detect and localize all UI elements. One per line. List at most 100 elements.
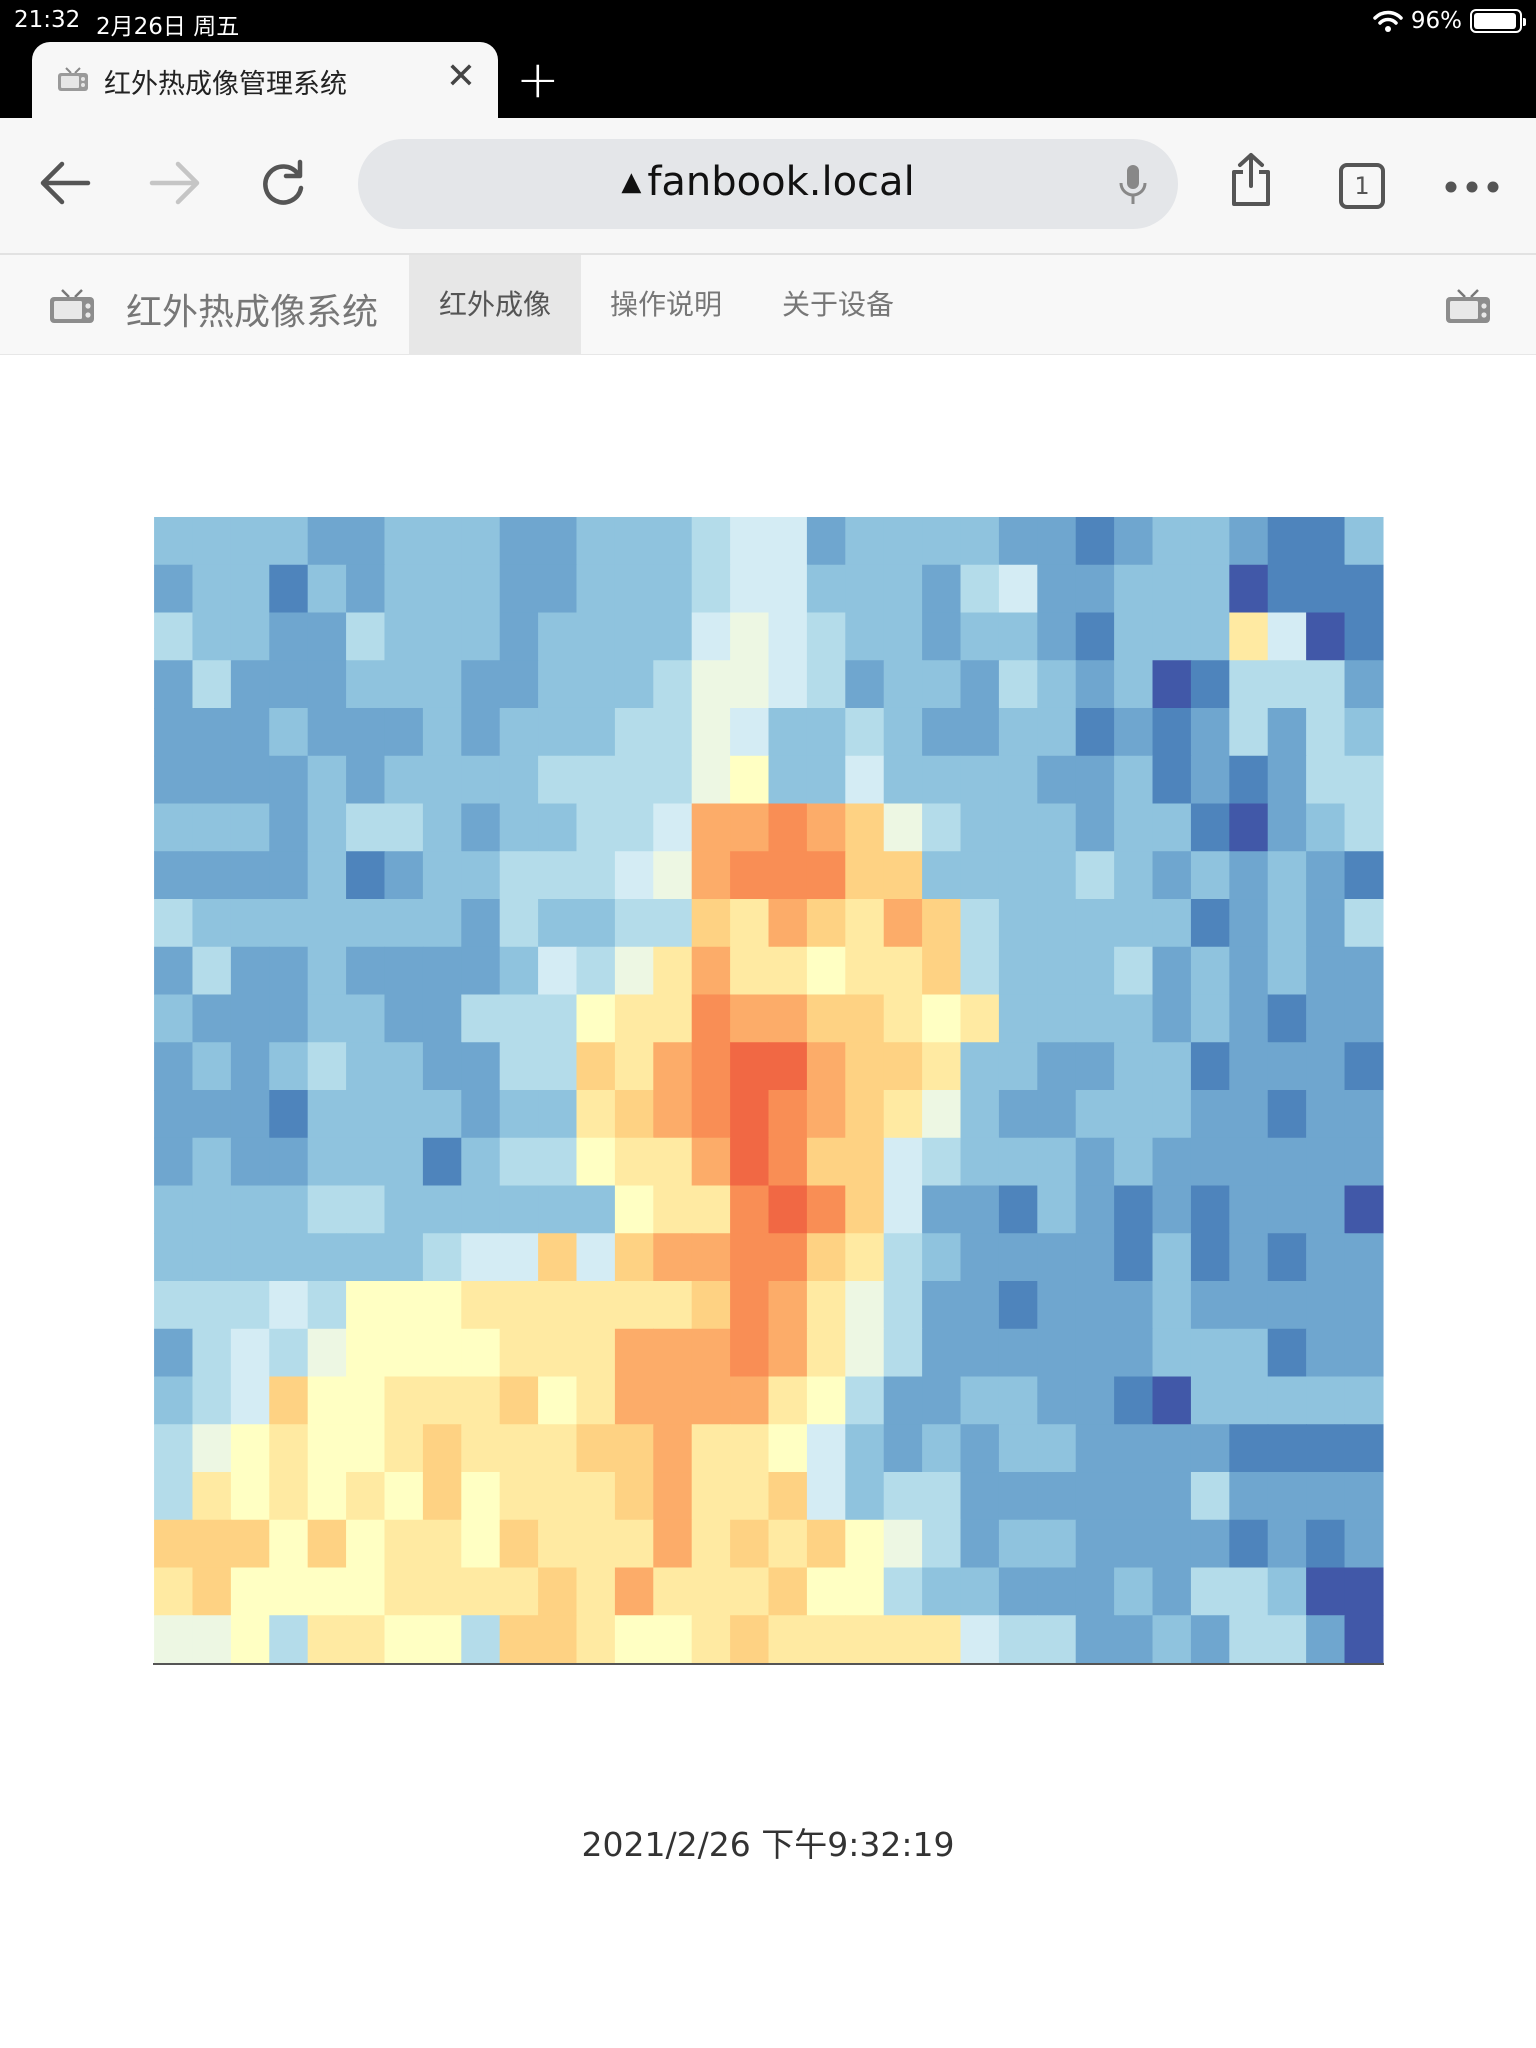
heatmap-cell <box>768 707 808 757</box>
heatmap-cell <box>614 1567 654 1616</box>
heatmap-cell <box>1037 1280 1077 1330</box>
tv-logo-icon[interactable] <box>48 288 96 326</box>
heatmap-cell <box>576 1185 616 1234</box>
back-icon[interactable] <box>38 158 92 208</box>
heatmap-cell <box>1190 755 1230 805</box>
heatmap-cell <box>1114 1567 1154 1616</box>
heatmap-cell <box>154 1615 194 1663</box>
heatmap-cell <box>845 994 885 1043</box>
heatmap-cell <box>269 899 309 948</box>
heatmap-cell <box>192 899 232 948</box>
heatmap-cell <box>307 899 347 948</box>
heatmap-cell <box>883 1376 923 1425</box>
nav-infrared-imaging[interactable]: 红外成像 <box>409 255 582 355</box>
heatmap-cell <box>307 1567 347 1616</box>
tab-switcher-button[interactable]: 1 <box>1339 163 1385 209</box>
heatmap-cell <box>1229 1376 1269 1425</box>
heatmap-cell <box>1344 1376 1384 1425</box>
heatmap-cell <box>1037 707 1077 757</box>
tv-icon[interactable] <box>1444 288 1492 326</box>
heatmap-cell <box>192 994 232 1043</box>
heatmap-cell <box>154 946 194 996</box>
heatmap-cell <box>998 660 1038 709</box>
heatmap-cell <box>1306 946 1346 996</box>
heatmap-cell <box>422 851 462 900</box>
heatmap-cell <box>1267 564 1307 614</box>
heatmap-cell <box>422 1424 462 1473</box>
heatmap-cell <box>1306 851 1346 900</box>
heatmap-cell <box>192 707 232 757</box>
heatmap-cell <box>576 1519 616 1569</box>
heatmap-cell <box>538 851 578 900</box>
heatmap-cell <box>691 1233 731 1282</box>
heatmap-cell <box>1075 899 1115 948</box>
heatmap-cell <box>1152 1233 1192 1282</box>
heatmap-cell <box>192 612 232 661</box>
heatmap-cell <box>1075 1567 1115 1616</box>
microphone-icon[interactable] <box>1118 163 1148 207</box>
heatmap-cell <box>1267 899 1307 948</box>
heatmap-cell <box>1229 755 1269 805</box>
heatmap-cell <box>960 1233 1000 1282</box>
heatmap-cell <box>653 1567 693 1616</box>
address-bar[interactable]: ▲ fanbook.local <box>358 139 1178 229</box>
heatmap-cell <box>691 1328 731 1378</box>
app-brand[interactable]: 红外热成像系统 <box>126 292 379 333</box>
heatmap-cell <box>1152 1567 1192 1616</box>
heatmap-cell <box>806 1185 846 1234</box>
heatmap-cell <box>883 994 923 1043</box>
close-tab-icon[interactable]: ✕ <box>445 56 476 97</box>
heatmap-cell <box>768 1424 808 1473</box>
new-tab-button[interactable]: + <box>516 50 560 110</box>
heatmap-cell <box>614 899 654 948</box>
heatmap-cell <box>1306 564 1346 614</box>
heatmap-cell <box>307 1376 347 1425</box>
heatmap-cell <box>845 1615 885 1663</box>
heatmap-cell <box>1190 899 1230 948</box>
nav-about-device[interactable]: 关于设备 <box>782 288 895 321</box>
heatmap-cell <box>230 851 270 900</box>
heatmap-cell <box>346 803 386 852</box>
heatmap-cell <box>230 946 270 996</box>
heatmap-cell <box>307 1472 347 1521</box>
heatmap-cell <box>1344 1567 1384 1616</box>
browser-tab[interactable]: 红外热成像管理系统 ✕ <box>32 42 498 118</box>
heatmap-cell <box>538 803 578 852</box>
heatmap-cell <box>192 1328 232 1378</box>
heatmap-cell <box>1306 707 1346 757</box>
reload-icon[interactable] <box>258 158 308 208</box>
heatmap-cell <box>806 1042 846 1091</box>
heatmap-cell <box>346 1233 386 1282</box>
heatmap-cell <box>845 803 885 852</box>
heatmap-cell <box>1306 1280 1346 1330</box>
heatmap-cell <box>230 755 270 805</box>
heatmap-cell <box>730 899 770 948</box>
heatmap-cell <box>998 612 1038 661</box>
heatmap-cell <box>1306 803 1346 852</box>
nav-instructions[interactable]: 操作说明 <box>610 288 723 321</box>
heatmap-cell <box>960 946 1000 996</box>
heatmap-cell <box>922 803 962 852</box>
heatmap-cell <box>653 851 693 900</box>
heatmap-cell <box>269 564 309 614</box>
heatmap-cell <box>192 1233 232 1282</box>
heatmap-cell <box>691 517 731 566</box>
heatmap-cell <box>653 660 693 709</box>
heatmap-cell <box>1344 1424 1384 1473</box>
more-menu-icon[interactable] <box>1444 180 1500 194</box>
forward-icon[interactable] <box>148 158 202 208</box>
heatmap-cell <box>1037 1185 1077 1234</box>
heatmap-cell <box>1306 755 1346 805</box>
heatmap-cell <box>269 1567 309 1616</box>
heatmap-cell <box>538 1567 578 1616</box>
heatmap-cell <box>845 1233 885 1282</box>
share-icon[interactable] <box>1228 152 1274 208</box>
heatmap-cell <box>1075 612 1115 661</box>
heatmap-cell <box>576 994 616 1043</box>
heatmap-cell <box>1075 755 1115 805</box>
heatmap-cell <box>269 755 309 805</box>
heatmap-cell <box>883 612 923 661</box>
heatmap-cell <box>806 1137 846 1187</box>
heatmap-cell <box>845 851 885 900</box>
heatmap-cell <box>998 707 1038 757</box>
